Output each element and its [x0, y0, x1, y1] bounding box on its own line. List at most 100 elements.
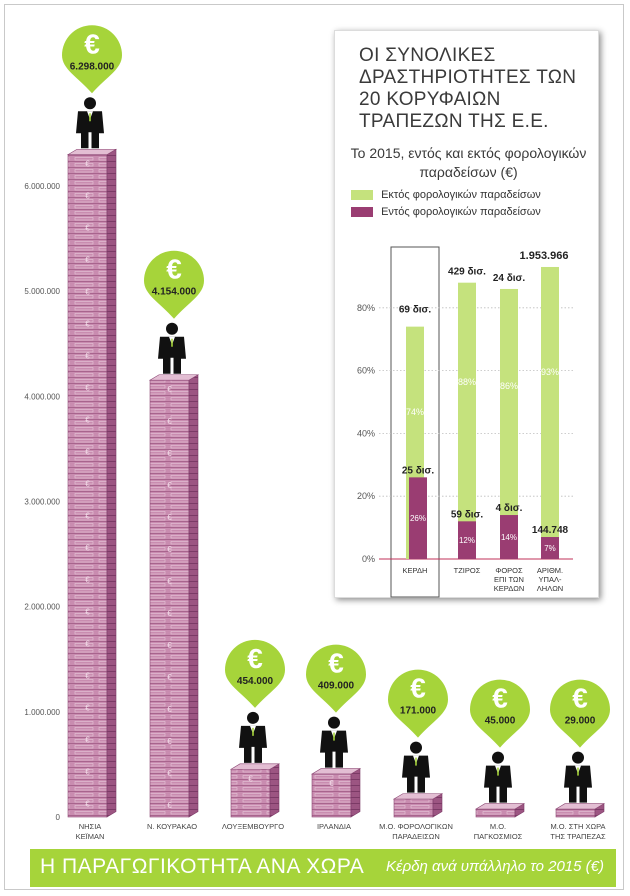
- bar-total-label: 69 δισ.: [399, 305, 432, 316]
- y-tick-label: 1.000.000: [24, 708, 60, 717]
- page-frame: [4, 4, 624, 890]
- bill-euro-mark: €: [167, 641, 172, 650]
- bar-top: [229, 763, 281, 770]
- businessman-icon: [484, 751, 512, 803]
- bill-euro-mark: €: [167, 769, 172, 778]
- x-tick-label: ΛΗΛΩΝ: [537, 584, 563, 593]
- bar-value-label: 409.000: [318, 681, 355, 692]
- svg-text:€: €: [166, 254, 182, 285]
- x-tick-label: ΝΗΣΙΑ: [79, 822, 102, 831]
- inset-panel: ΟΙ ΣΥΝΟΛΙΚΕΣ ΔΡΑΣΤΗΡΙΟΤΗΤΕΣ ΤΩΝ 20 ΚΟΡΥΦ…: [334, 30, 599, 598]
- svg-text:€: €: [492, 683, 508, 714]
- bar-pct-label: 86%: [500, 381, 518, 391]
- svg-text:€: €: [84, 28, 100, 59]
- bill-euro-mark: €: [85, 352, 90, 361]
- x-tick-label: ΛΟΥΞΕΜΒΟΥΡΓΟ: [222, 822, 284, 831]
- bar-pct-label: 12%: [459, 536, 475, 545]
- y-tick-label: 60%: [357, 366, 375, 376]
- bill-euro-mark: €: [167, 737, 172, 746]
- euro-pin-icon: €: [62, 25, 122, 94]
- x-tick-label: ΚΕΡΔΗ: [403, 566, 428, 575]
- bill-euro-mark: €: [167, 705, 172, 714]
- bill-euro-mark: €: [167, 449, 172, 458]
- bill-euro-mark: €: [85, 800, 90, 809]
- x-tick-label: ΚΕΪΜΑΝ: [76, 832, 105, 841]
- bar-top: [554, 803, 606, 810]
- bar-pct-label: 7%: [544, 544, 556, 553]
- euro-pin-icon: €: [306, 644, 366, 713]
- x-tick-label: ΑΡΙΘΜ.: [537, 566, 563, 575]
- bill-euro-mark: €: [167, 545, 172, 554]
- bar-stack: [554, 803, 606, 818]
- x-tick-label: ΚΕΡΔΩΝ: [494, 584, 524, 593]
- bill-euro-mark: €: [85, 480, 90, 489]
- bill-euro-mark: €: [329, 779, 334, 788]
- bar-outside: [541, 266, 559, 559]
- bill-euro-mark: €: [167, 673, 172, 682]
- bar-pct-label: 93%: [541, 367, 559, 377]
- inset-subtitle: Το 2015, εντός και εκτός φορολογικών παρ…: [350, 145, 587, 180]
- bar-total-label: 24 δισ.: [493, 273, 526, 284]
- bill-euro-mark: €: [248, 774, 253, 783]
- bar-front: [475, 808, 516, 818]
- businessman-icon: [564, 751, 592, 803]
- x-tick-label: ΥΠΑΛ-: [539, 575, 562, 584]
- bar-stack: €: [229, 763, 281, 818]
- footer-banner: Η ΠΑΡΑΓΩΓΙΚΟΤΗΤΑ ΑΝΑ ΧΩΡΑ Κέρδη ανά υπάλ…: [30, 849, 616, 887]
- bar-inside: [409, 477, 427, 559]
- x-tick-label: ΤΗΣ ΤΡΑΠΕΖΑΣ: [550, 832, 606, 841]
- bar-pct-label: 14%: [501, 533, 517, 542]
- businessman-icon: [76, 97, 104, 149]
- businessman-icon: [158, 322, 186, 374]
- bar-front: [67, 154, 108, 818]
- y-tick-label: 2.000.000: [24, 603, 60, 612]
- x-tick-label: Μ.Ο. ΦΟΡΟΛΟΓΙΚΩΝ: [379, 822, 453, 831]
- bill-euro-mark: €: [85, 672, 90, 681]
- bar-side: [188, 374, 199, 818]
- bar-top: [66, 148, 118, 155]
- bill-euro-mark: €: [167, 513, 172, 522]
- footer-title: Η ΠΑΡΑΓΩΓΙΚΟΤΗΤΑ ΑΝΑ ΧΩΡΑ: [40, 855, 365, 878]
- bill-euro-mark: €: [85, 256, 90, 265]
- businessman-icon: [320, 716, 348, 768]
- euro-pin-icon: €: [550, 679, 610, 748]
- bill-euro-mark: €: [85, 224, 90, 233]
- svg-text:€: €: [328, 648, 344, 679]
- x-tick-label: ΤΖΙΡΟΣ: [454, 566, 481, 575]
- y-tick-label: 0%: [362, 554, 375, 564]
- x-tick-label: Μ.Ο. ΣΤΗ ΧΩΡΑ: [550, 822, 605, 831]
- bar-top: [310, 768, 362, 775]
- inset-title: ΟΙ ΣΥΝΟΛΙΚΕΣ ΔΡΑΣΤΗΡΙΟΤΗΤΕΣ ΤΩΝ 20 ΚΟΡΥΦ…: [359, 45, 577, 132]
- y-tick-label: 3.000.000: [24, 498, 60, 507]
- bill-euro-mark: €: [85, 416, 90, 425]
- bar-stack: € € € € € € € € € € € € € € € € € € € € €: [66, 148, 118, 818]
- x-tick-label: ΕΠΙ ΤΩΝ: [494, 575, 524, 584]
- bar-inside: [500, 515, 518, 559]
- highlight-box: [390, 246, 440, 598]
- svg-text:€: €: [247, 643, 263, 674]
- bar-stack: €: [310, 768, 362, 818]
- bar-amount-label: 59 δισ.: [451, 509, 484, 520]
- bar-top: [474, 803, 526, 810]
- bill-euro-mark: €: [167, 417, 172, 426]
- x-tick-label: ΠΑΓΚΟΣΜΙΟΣ: [474, 832, 523, 841]
- bill-euro-mark: €: [85, 768, 90, 777]
- bar-total-label: 1.953.966: [520, 250, 569, 262]
- bill-euro-mark: €: [167, 801, 172, 810]
- bill-euro-mark: €: [85, 160, 90, 169]
- x-tick-label: ΙΡΛΑΝΔΙΑ: [317, 822, 351, 831]
- bar-stack: [474, 803, 526, 818]
- legend-label-outside: Εκτός φορολογικών παραδείσων: [381, 189, 541, 202]
- legend-swatch-inside: [351, 207, 373, 218]
- y-tick-label: 0: [56, 813, 61, 822]
- bar-stack: [392, 793, 444, 818]
- bar-front: [149, 379, 190, 818]
- bar-amount-label: 144.748: [532, 525, 569, 536]
- y-tick-label: 80%: [357, 303, 375, 313]
- bill-euro-mark: €: [85, 704, 90, 713]
- bar-inside: [458, 521, 476, 559]
- bar-value-label: 454.000: [237, 676, 274, 687]
- bill-euro-mark: €: [85, 608, 90, 617]
